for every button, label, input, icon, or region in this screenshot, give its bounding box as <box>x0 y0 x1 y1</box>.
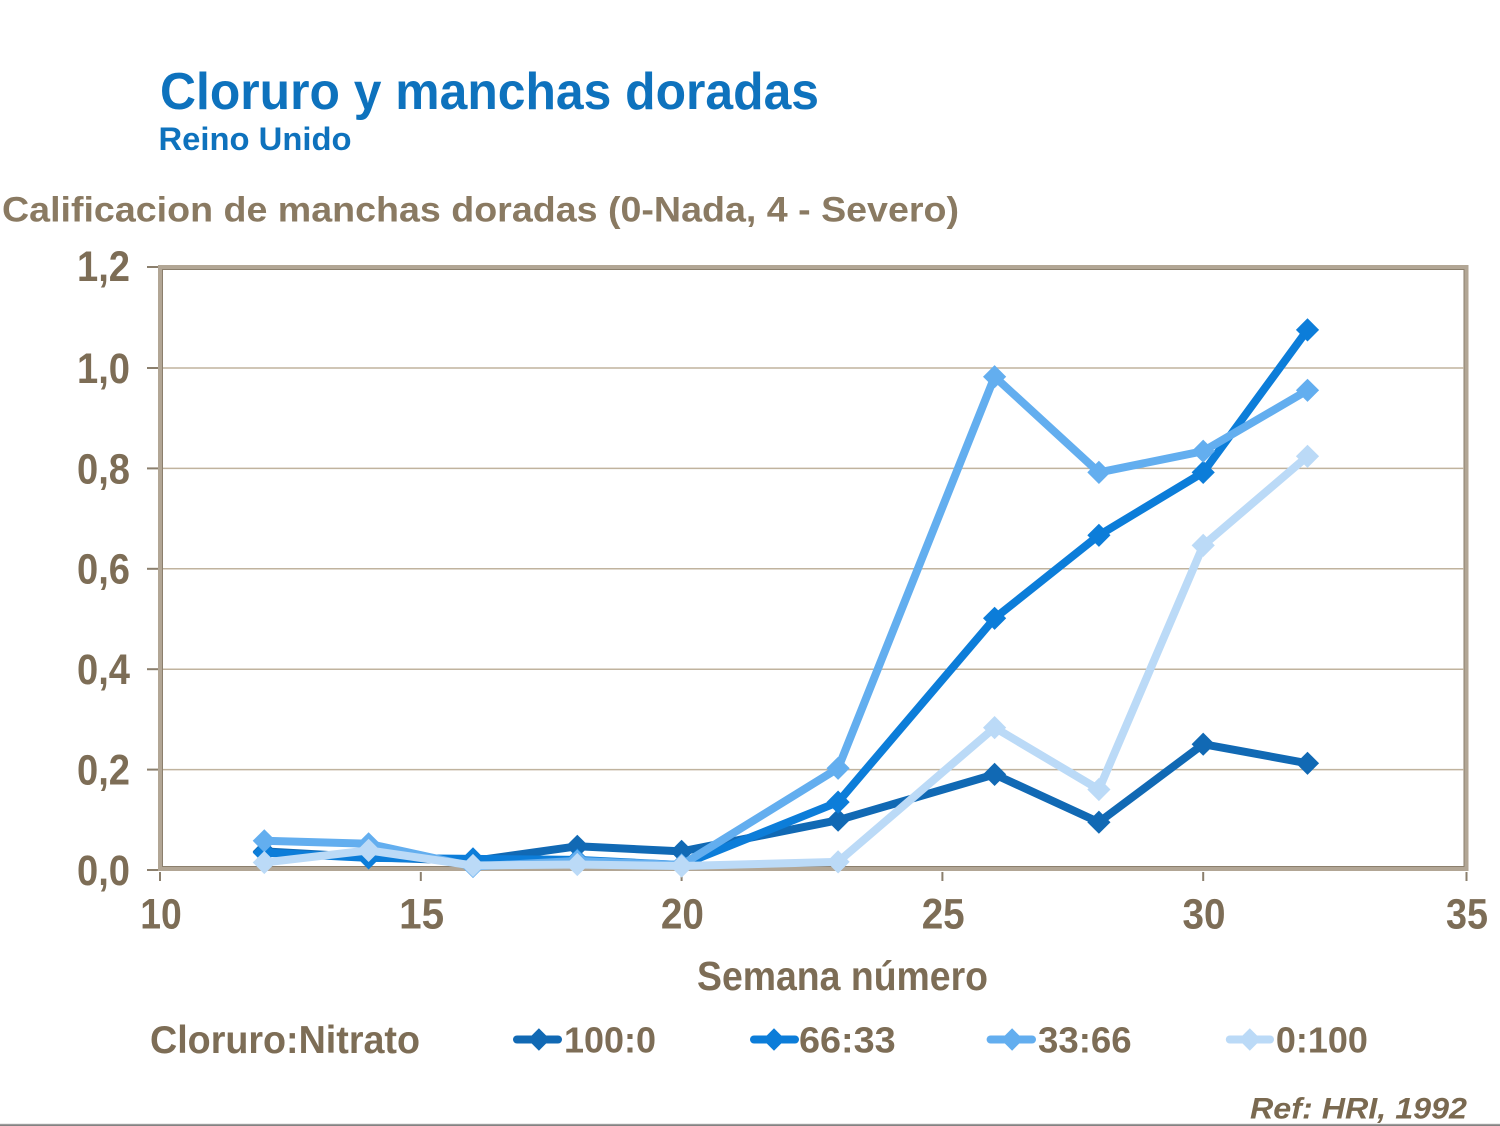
svg-text:Semana número: Semana número <box>697 953 988 999</box>
svg-text:0,6: 0,6 <box>77 547 130 594</box>
svg-text:10: 10 <box>140 892 182 939</box>
svg-text:0,8: 0,8 <box>77 446 130 493</box>
svg-text:1,2: 1,2 <box>77 244 130 291</box>
svg-text:25: 25 <box>922 892 965 939</box>
svg-text:33:66: 33:66 <box>1038 1019 1132 1060</box>
svg-text:35: 35 <box>1446 892 1488 939</box>
svg-text:20: 20 <box>661 892 704 939</box>
svg-text:0:100: 0:100 <box>1276 1019 1368 1060</box>
svg-text:0,4: 0,4 <box>77 647 130 694</box>
svg-text:100:0: 100:0 <box>564 1019 656 1060</box>
svg-text:Reino Unido: Reino Unido <box>159 121 352 157</box>
svg-text:30: 30 <box>1183 892 1226 939</box>
svg-text:Calificacion de manchas dorada: Calificacion de manchas doradas (0-Nada,… <box>2 190 959 230</box>
svg-text:15: 15 <box>399 892 444 939</box>
svg-text:66:33: 66:33 <box>799 1019 896 1060</box>
svg-text:0,0: 0,0 <box>77 848 130 895</box>
svg-text:Cloruro y manchas doradas: Cloruro y manchas doradas <box>160 62 819 120</box>
svg-text:Ref: HRI, 1992: Ref: HRI, 1992 <box>1250 1093 1467 1126</box>
svg-text:Cloruro:Nitrato: Cloruro:Nitrato <box>150 1019 420 1062</box>
svg-text:0,2: 0,2 <box>77 748 130 795</box>
svg-text:1,0: 1,0 <box>77 346 130 393</box>
